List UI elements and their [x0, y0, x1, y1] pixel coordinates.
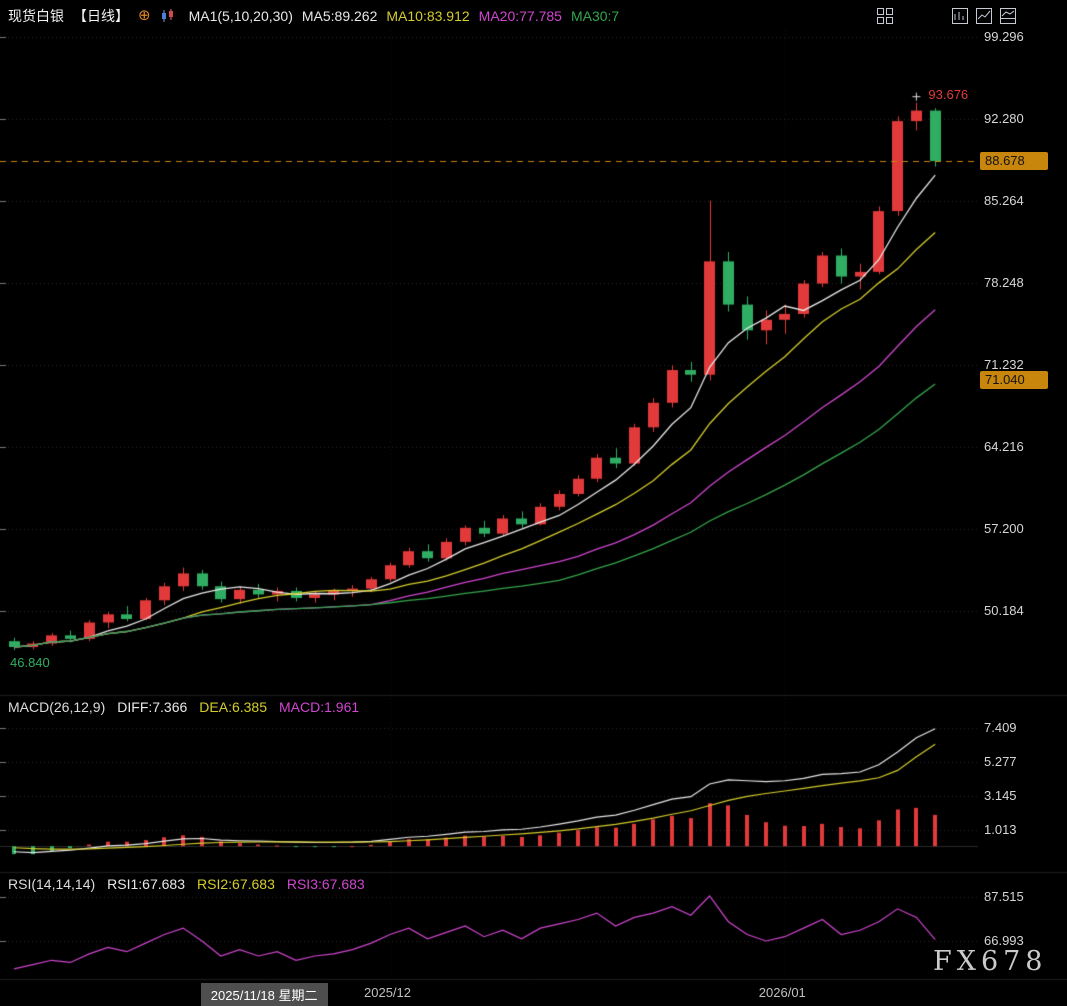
- circle-plus-icon[interactable]: ⊕: [138, 7, 151, 24]
- crosshair-price-badge: 71.040: [980, 371, 1048, 390]
- ma10-value-label: MA10:83.912: [386, 8, 470, 24]
- y-axis-tick-label: 92.280: [984, 111, 1024, 126]
- ma-group-label: MA1(5,10,20,30): [188, 8, 293, 24]
- y-axis-tick-label: 3.145: [984, 788, 1017, 803]
- panel-chart-icon-3[interactable]: [999, 7, 1017, 25]
- macd-name-label: MACD(26,12,9): [8, 699, 106, 715]
- rsi1-value-label: RSI1:67.683: [107, 876, 186, 892]
- current-price-badge: 88.678: [980, 152, 1048, 171]
- layout-icon-group: [876, 7, 894, 25]
- x-axis-date-label: 2026/01: [758, 985, 806, 1000]
- y-axis-tick-label: 99.296: [984, 29, 1024, 44]
- y-axis-tick-label: 64.216: [984, 439, 1024, 454]
- rsi2-value-label: RSI2:67.683: [197, 876, 275, 892]
- session-high-label: 93.676: [928, 86, 969, 102]
- macd-diff-label: DIFF:7.366: [117, 699, 188, 715]
- y-axis-tick-label: 50.184: [984, 603, 1024, 618]
- y-axis-tick-label: 66.993: [984, 933, 1024, 948]
- session-low-label: 46.840: [10, 655, 50, 671]
- rsi-name-label: RSI(14,14,14): [8, 876, 96, 892]
- ma20-value-label: MA20:77.785: [478, 8, 562, 24]
- ma5-value-label: MA5:89.262: [301, 8, 378, 24]
- y-axis-tick-label: 85.264: [984, 193, 1024, 208]
- panel-icon-group: [951, 7, 1017, 25]
- macd-header: MACD(26,12,9) DIFF:7.366 DEA:6.385 MACD:…: [8, 699, 359, 715]
- candle-chart-mini-icon[interactable]: [160, 9, 176, 23]
- rsi-header: RSI(14,14,14) RSI1:67.683 RSI2:67.683 RS…: [8, 876, 365, 892]
- instrument-title: 现货白银: [8, 8, 64, 24]
- panel-chart-icon-1[interactable]: [951, 7, 969, 25]
- panel-chart-icon-2[interactable]: [975, 7, 993, 25]
- macd-hist-label: MACD:1.961: [279, 699, 360, 715]
- rsi3-value-label: RSI3:67.683: [286, 876, 365, 892]
- x-axis-crosshair-date: 2025/11/18 星期二: [200, 983, 328, 1006]
- y-axis-tick-label: 57.200: [984, 521, 1024, 536]
- y-axis-tick-label: 87.515: [984, 889, 1024, 904]
- y-axis-tick-label: 71.232: [984, 357, 1024, 372]
- y-axis-tick-label: 1.013: [984, 822, 1017, 837]
- watermark: FX678: [933, 946, 1048, 977]
- ma30-value-label: MA30:7: [570, 8, 620, 24]
- top-toolbar: 现货白银 【日线】 ⊕ MA1(5,10,20,30) MA5:89.262 M…: [8, 6, 619, 26]
- y-axis-tick-label: 78.248: [984, 275, 1024, 290]
- y-axis-tick-label: 5.277: [984, 754, 1017, 769]
- y-axis-tick-label: 7.409: [984, 720, 1017, 735]
- macd-dea-label: DEA:6.385: [199, 699, 268, 715]
- timeframe-label[interactable]: 【日线】: [73, 8, 129, 24]
- layout-grid-icon[interactable]: [876, 7, 894, 25]
- x-axis-date-label: 2025/12: [364, 985, 411, 1000]
